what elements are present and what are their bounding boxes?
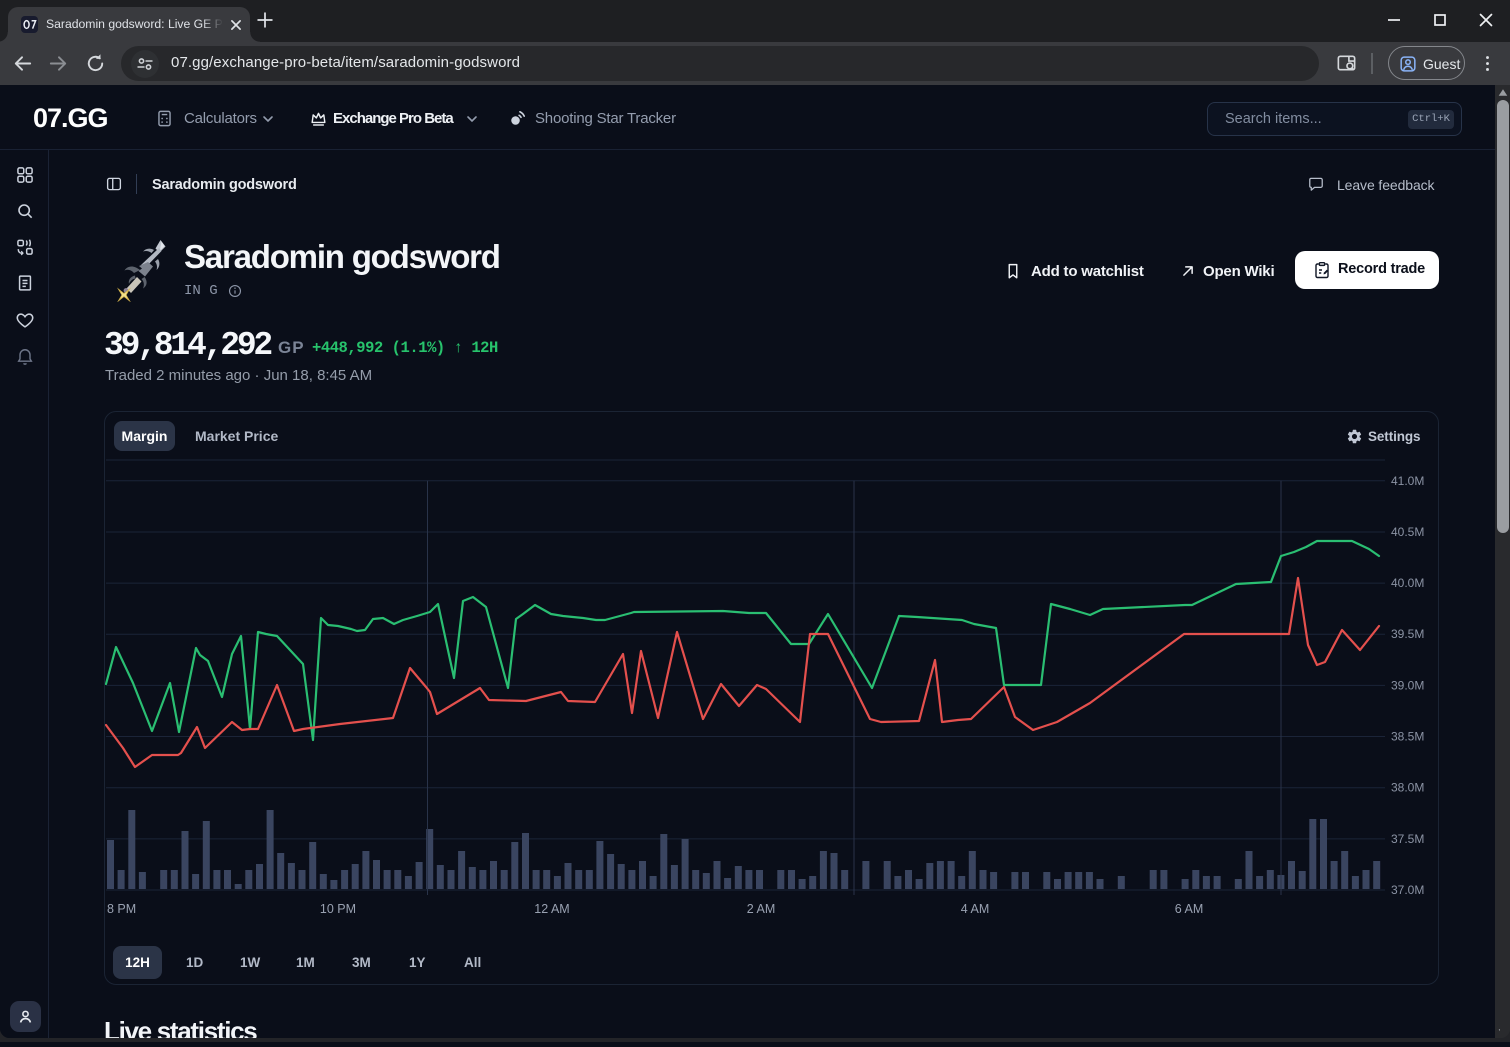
- svg-text:39.5M: 39.5M: [1391, 627, 1424, 641]
- svg-text:37.0M: 37.0M: [1391, 883, 1424, 897]
- svg-text:12 AM: 12 AM: [534, 902, 569, 916]
- svg-text:37.5M: 37.5M: [1391, 832, 1424, 846]
- svg-text:38.0M: 38.0M: [1391, 781, 1424, 795]
- svg-text:6 AM: 6 AM: [1175, 902, 1204, 916]
- svg-text:39.0M: 39.0M: [1391, 678, 1424, 692]
- svg-text:40.0M: 40.0M: [1391, 576, 1424, 590]
- svg-text:40.5M: 40.5M: [1391, 525, 1424, 539]
- svg-text:4 AM: 4 AM: [961, 902, 990, 916]
- svg-text:38.5M: 38.5M: [1391, 730, 1424, 744]
- svg-text:8 PM: 8 PM: [107, 902, 136, 916]
- svg-text:2 AM: 2 AM: [747, 902, 776, 916]
- svg-text:10 PM: 10 PM: [320, 902, 356, 916]
- svg-text:41.0M: 41.0M: [1391, 474, 1424, 488]
